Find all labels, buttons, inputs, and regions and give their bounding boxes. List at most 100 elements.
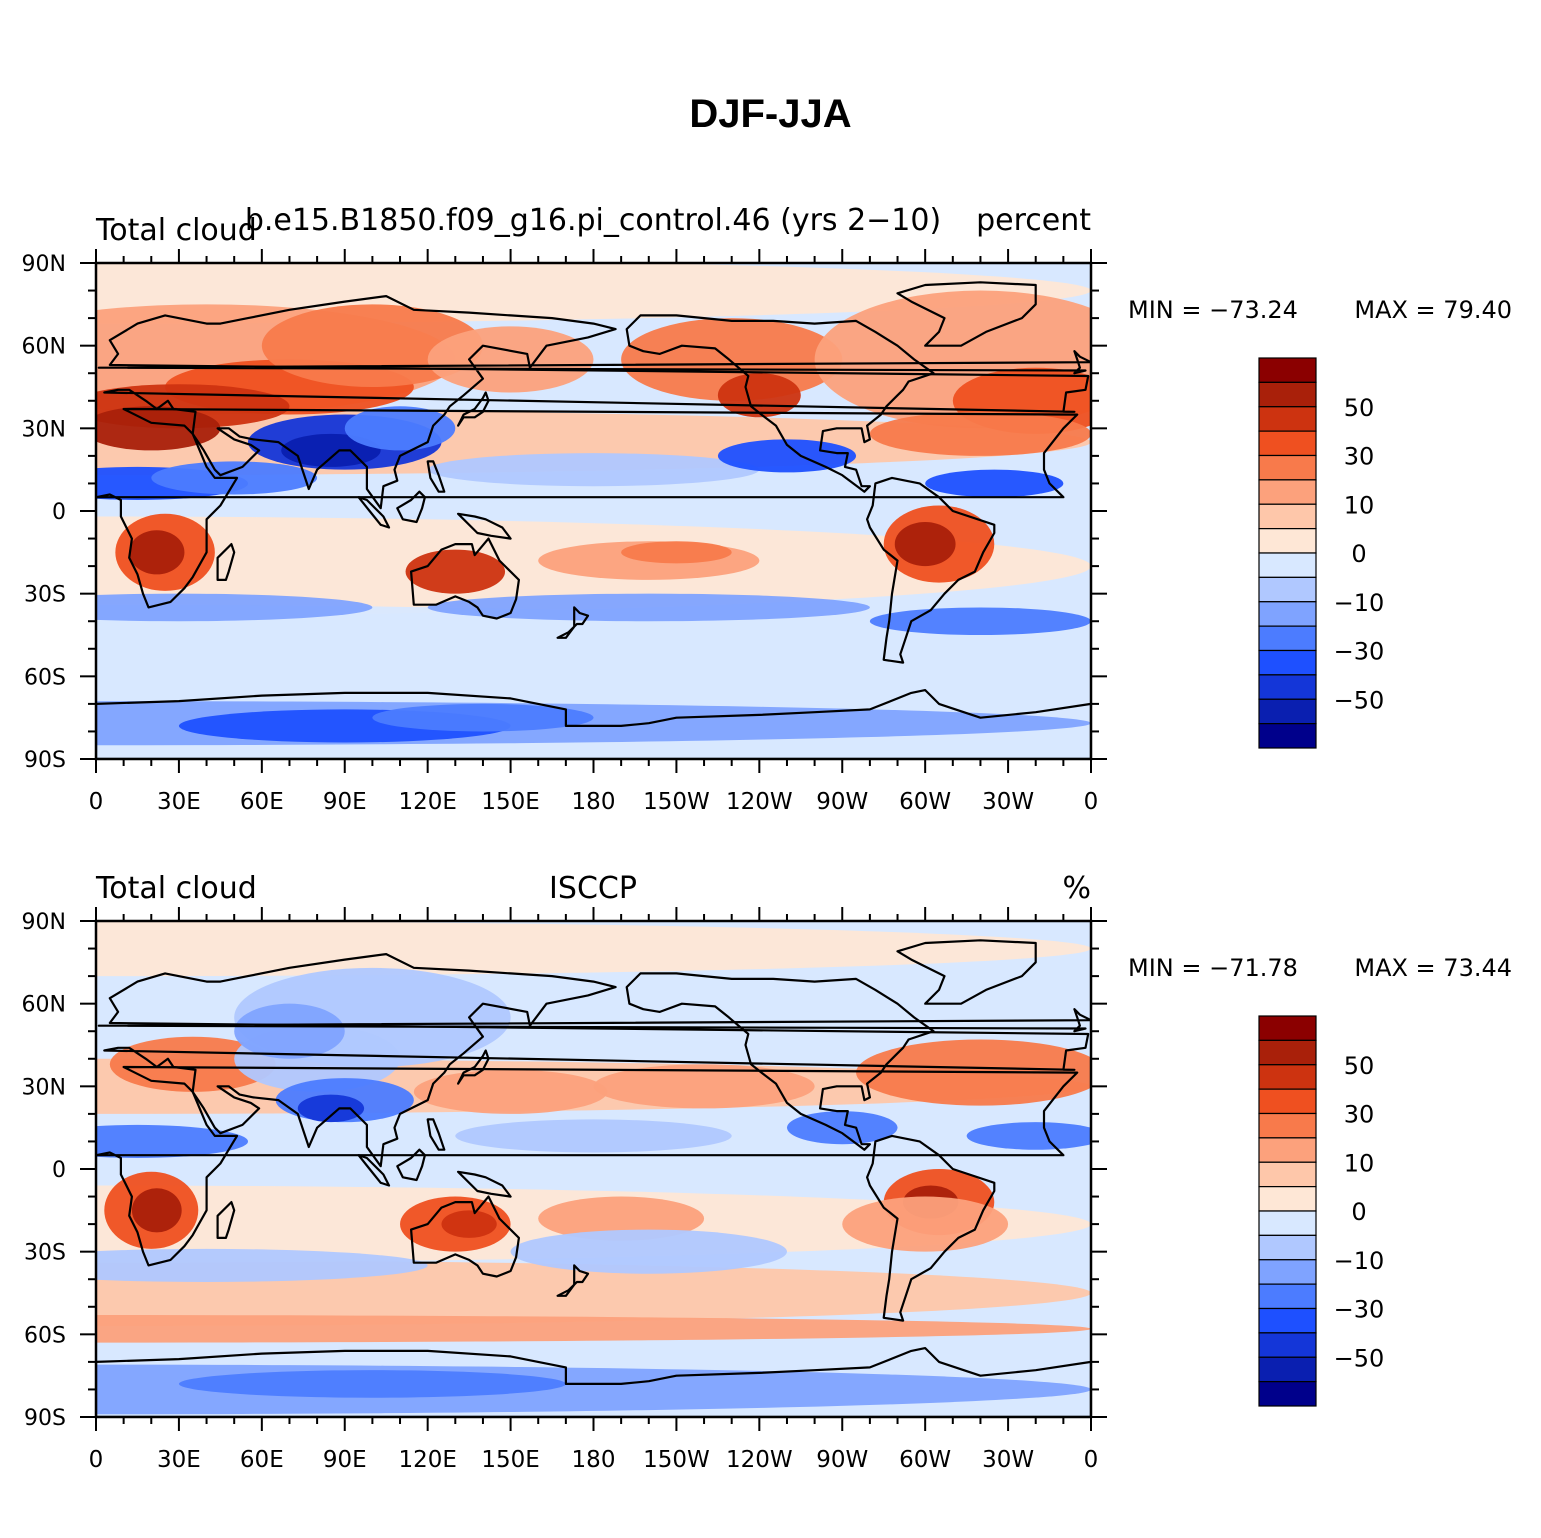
map-panel-isccp-svg: Total cloud ISCCP % MIN = −71.78 MAX = 7… [22,871,1512,1473]
anomaly-contour [129,530,185,575]
colorbar-label: −10 [1334,589,1385,617]
colorbar-box [1258,674,1317,700]
colorbar-box [1258,430,1317,457]
x-tick-label: 0 [89,789,104,815]
coastline-uk [97,1008,1091,1033]
panel-left-title: Total cloud [95,871,257,906]
y-tick-label: 60S [24,1323,66,1348]
colorbar-box [1258,1332,1317,1358]
anomaly-contour [96,1124,248,1158]
coastline-borneo [396,1148,426,1182]
colorbar-box [1258,649,1317,676]
anomaly-contour [96,604,1091,693]
colorbar-label: 50 [1344,394,1375,422]
map-panel-model: Total cloud b.e15.B1850.f09_g16.pi_contr… [0,190,1541,850]
x-tick-label: 60E [240,789,284,815]
colorbar-box [1258,1039,1317,1066]
coastline-madagascar [216,1201,236,1239]
anomaly-contour [510,1229,787,1274]
x-tick-label: 0 [1084,1447,1099,1473]
colorbar: 50 30 10 0 −10 −30 −50 [1258,1015,1385,1407]
panel-left-title: Total cloud [95,213,257,248]
panel-right-title: % [1062,871,1091,906]
colorbar-box [1258,625,1317,652]
anomaly-contour [427,453,760,487]
anomaly-contour [96,406,221,451]
anomaly-contour [593,1064,815,1109]
colorbar-box [1258,552,1317,578]
coastline-africa [96,407,1079,609]
x-tick-label: 0 [89,1447,104,1473]
colorbar-label: 0 [1351,540,1366,568]
panel-right-title: percent [976,203,1091,238]
coastline-africa [96,1065,1079,1267]
anomaly-contour [96,1315,1091,1343]
colorbar-label: 30 [1344,443,1375,471]
y-tick-label: 30N [22,417,66,442]
coastline-eurasia [103,294,1090,510]
y-tick-label: 90N [22,910,66,935]
colorbar-label: −10 [1334,1247,1385,1275]
y-tick-label: 30S [24,583,66,608]
figure-title: DJF-JJA [689,92,852,136]
colorbar-label: 50 [1344,1052,1375,1080]
colorbar-label: −50 [1334,686,1385,714]
x-tick-label: 90E [323,789,367,815]
y-tick-label: 60S [24,665,66,690]
panel-center-title: b.e15.B1850.f09_g16.pi_control.46 (yrs 2… [245,203,941,238]
colorbar: 50 30 10 0 −10 −30 −50 [1258,357,1385,749]
anomaly-contour [96,921,1091,977]
coastline-japan [457,1049,490,1085]
x-tick-label: 90W [816,1447,868,1473]
y-tick-label: 0 [52,500,66,525]
colorbar-label: 10 [1344,1149,1375,1177]
colorbar-box [1258,479,1317,505]
x-tick-label: 150W [643,1447,710,1473]
y-tick-label: 90N [22,252,66,277]
colorbar-label: −30 [1334,638,1385,666]
coastlines [96,939,1091,1417]
colorbar-box [1258,1259,1317,1285]
colorbar-box [1258,357,1317,383]
colorbar-box [1258,406,1317,432]
colorbar-box [1258,1381,1317,1407]
anomaly-contour [281,433,381,467]
coastline-samerica [865,476,996,664]
map-panel-model-svg: Total cloud b.e15.B1850.f09_g16.pi_contr… [22,203,1512,815]
coastline-antarctica [96,1347,1091,1417]
map-area [94,261,1093,761]
field-background [96,921,1091,1417]
colorbar-label: −50 [1334,1344,1385,1372]
anomaly-contour [405,549,506,594]
x-tick-label: 150E [481,789,539,815]
colorbar-box [1258,381,1317,408]
coastline-greenland [896,281,1037,347]
x-tick-label: 0 [1084,789,1099,815]
coastline-newguinea [457,1170,512,1198]
y-tick-label: 30S [24,1241,66,1266]
colorbar-box [1258,723,1317,749]
coastline-samerica [865,1134,996,1322]
x-tick-label: 150W [643,789,710,815]
coastline-greenland [896,939,1037,1005]
coastline-sumatra [357,496,391,529]
coastline-sumatra [357,1154,391,1187]
min-label: MIN = −71.78 [1128,954,1298,982]
colorbar-box [1258,1161,1317,1188]
anomaly-contour [966,1122,1091,1150]
anomaly-contour [894,522,956,567]
anomaly-contour [234,1003,345,1059]
coastline-philippines [426,460,446,493]
coastline-newguinea [457,512,512,540]
colorbar-label: −30 [1334,1296,1385,1324]
x-tick-label: 120W [726,789,793,815]
y-tick-label: 60N [22,335,66,360]
colorbar-label: 0 [1351,1198,1366,1226]
coastline-nz [556,1264,590,1297]
y-tick-label: 30N [22,1075,66,1100]
coastline-antarctica [96,689,1091,759]
panel-center-title: ISCCP [549,871,637,906]
y-tick-label: 90S [24,748,66,773]
max-label: MAX = 79.40 [1354,296,1512,324]
colorbar-box [1258,1064,1317,1090]
